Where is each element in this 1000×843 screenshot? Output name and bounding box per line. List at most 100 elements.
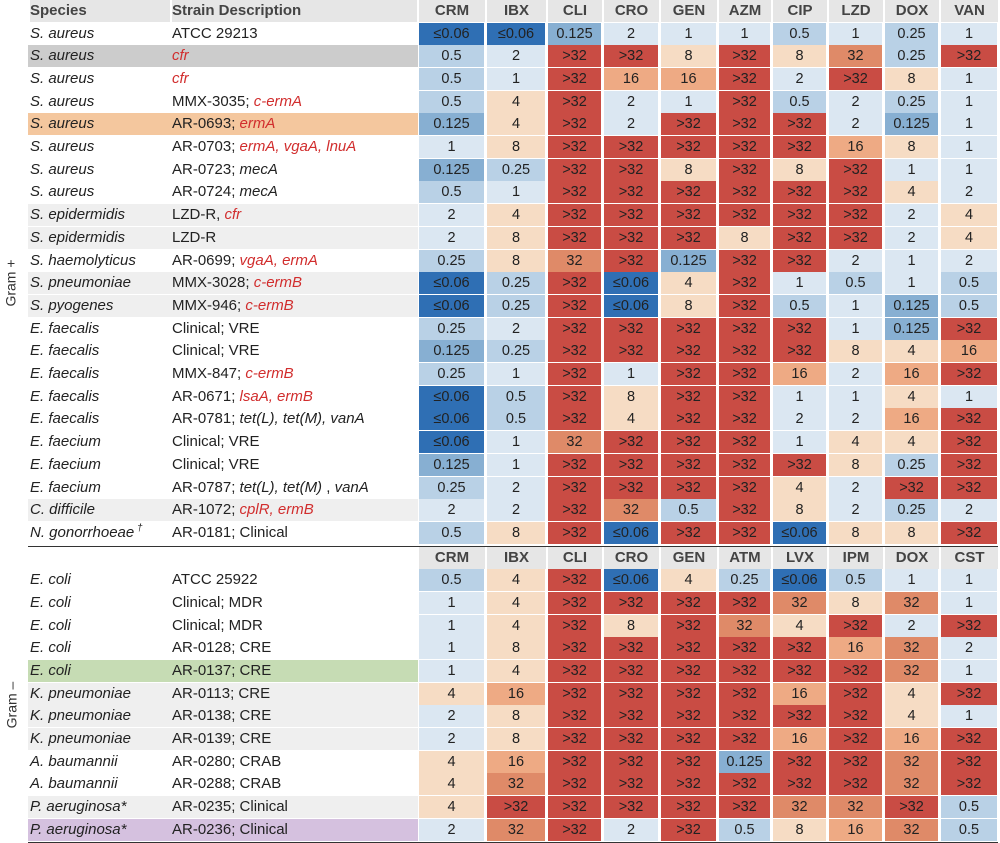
mic-cell: 2 <box>829 363 883 385</box>
mic-cell: >32 <box>719 385 771 408</box>
table-row: E. faecalis AR-0671; lsaA, ermB ≤0.06 0.5 >3… <box>0 385 1000 408</box>
header-species: Species <box>30 0 170 22</box>
mic-cell: 0.125 <box>885 317 939 340</box>
mic-cell: 1 <box>941 90 998 113</box>
mic-cell: 0.5 <box>941 294 998 317</box>
row-highlight <box>28 294 418 317</box>
mic-cell: >32 <box>548 204 602 227</box>
species-text: N. gonorrhoeae <box>30 523 135 541</box>
mic-cell: 0.25 <box>419 317 485 340</box>
species-text: C. difficile <box>30 501 96 519</box>
mic-cell: 1 <box>773 431 827 454</box>
mic-cell: 32 <box>487 773 546 796</box>
mic-cell: >32 <box>604 249 659 272</box>
mic-cell: >32 <box>548 45 602 68</box>
mic-cell: 16 <box>773 728 827 750</box>
mic-cell: >32 <box>548 728 602 750</box>
strain-description: AR-0128; CRE <box>172 637 417 659</box>
species-text: S. aureus <box>30 138 95 155</box>
mic-cell: >32 <box>829 659 883 682</box>
species-name: E. coli <box>30 660 170 682</box>
species-name: E. faecalis <box>30 363 170 385</box>
mic-cell: 32 <box>885 750 939 773</box>
mic-cell: >32 <box>661 659 717 682</box>
mic-cell: >32 <box>719 249 771 272</box>
mic-cell: >32 <box>719 45 771 68</box>
column-header: IBX <box>487 0 546 22</box>
mic-cell: 32 <box>829 796 883 819</box>
mic-cell: >32 <box>829 705 883 728</box>
mic-cell: 0.5 <box>941 272 998 295</box>
table-row: K. pneumoniae AR-0113; CRE 4 16 >32 >32 >32 >32… <box>0 682 1000 705</box>
mic-cell: >32 <box>548 158 602 181</box>
mic-cell: >32 <box>773 659 827 682</box>
mic-cell: >32 <box>661 476 717 499</box>
strain-description: ATCC 29213 <box>172 23 417 45</box>
mic-cell: 1 <box>487 431 546 454</box>
mic-cell: 8 <box>661 158 717 181</box>
mic-cell: 0.125 <box>885 113 939 136</box>
mic-cell: 4 <box>604 408 659 431</box>
mic-cell: 8 <box>487 637 546 660</box>
mic-cell: >32 <box>661 637 717 660</box>
mic-cell: >32 <box>548 363 602 385</box>
column-header: VAN <box>941 0 998 22</box>
mic-cell: 8 <box>885 136 939 158</box>
strain-text: AR-0128; CRE <box>172 639 272 657</box>
mic-cell: 0.5 <box>661 499 717 522</box>
mic-cell: >32 <box>604 158 659 181</box>
mic-cell: 4 <box>773 614 827 637</box>
strain-text: AR-0693; <box>172 115 240 133</box>
mic-cell: 1 <box>419 591 485 614</box>
mic-cell: >32 <box>829 67 883 90</box>
mic-cell: >32 <box>941 453 998 476</box>
table-row: S. epidermidis LZD-R 2 8 >32 >32 >32 8 >32 >32 2 4 <box>0 226 1000 249</box>
mic-cell: 4 <box>773 476 827 499</box>
strain-description: MMX-3035; c-ermA <box>172 91 417 113</box>
strain-description: LZD-R, cfr <box>172 204 417 226</box>
species-text: S. haemolyticus <box>30 251 136 269</box>
table-row: K. pneumoniae AR-0138; CRE 2 8 >32 >32 >32 >32 >… <box>0 705 1000 728</box>
species-name: K. pneumoniae <box>30 728 170 750</box>
strain-description: AR-0699; vgaA, ermA <box>172 250 417 272</box>
mic-cell: >32 <box>773 249 827 272</box>
strain-description: Clinical; VRE <box>172 340 417 362</box>
mic-cell: 2 <box>885 614 939 637</box>
table-row: P. aeruginosa* AR-0235; Clinical 4 >32 >32 >3… <box>0 796 1000 819</box>
mic-cell: 4 <box>487 591 546 614</box>
strain-text: AR-0699; <box>172 251 240 269</box>
mic-cell: >32 <box>719 499 771 522</box>
strain-text: mecA <box>239 160 278 178</box>
mic-cell: 16 <box>487 682 546 705</box>
mic-cell: ≤0.06 <box>419 431 485 454</box>
species-text: E. coli <box>30 593 71 611</box>
mic-cell: 0.125 <box>419 453 485 476</box>
mic-cell: >32 <box>829 181 883 204</box>
mic-cell: 2 <box>773 408 827 431</box>
row-highlight <box>28 204 418 227</box>
species-name: E. coli <box>30 637 170 659</box>
strain-text: AR-0288; CRAB <box>172 775 282 793</box>
strain-text: cfr <box>172 69 189 87</box>
mic-cell: 1 <box>661 90 717 113</box>
strain-text: c-ermB <box>245 296 294 314</box>
mic-cell: 0.5 <box>419 569 485 592</box>
mic-cell: 8 <box>604 385 659 408</box>
strain-text: AR-0280; CRAB <box>172 752 282 770</box>
strain-description: LZD-R <box>172 227 417 249</box>
strain-text: AR-0781; <box>172 410 240 428</box>
mic-cell: >32 <box>604 796 659 819</box>
mic-cell: 1 <box>885 158 939 181</box>
mic-cell: ≤0.06 <box>419 22 485 45</box>
mic-cell: >32 <box>661 363 717 385</box>
mic-cell: 2 <box>604 113 659 136</box>
strain-description: AR-0787; tet(L), tet(M) , vanA <box>172 477 417 499</box>
mic-cell: 1 <box>829 317 883 340</box>
mic-cell: 0.125 <box>719 750 771 773</box>
table-row: S. aureus AR-0723; mecA 0.125 0.25 >32 >32 8 >3… <box>0 158 1000 181</box>
table-row: S. pneumoniae MMX-3028; c-ermB ≤0.06 0.25 >3… <box>0 272 1000 295</box>
row-highlight <box>28 659 418 682</box>
strain-text: MMX-946; <box>172 296 246 314</box>
strain-description: AR-0288; CRAB <box>172 773 417 795</box>
species-text: S. pyogenes <box>30 296 114 314</box>
